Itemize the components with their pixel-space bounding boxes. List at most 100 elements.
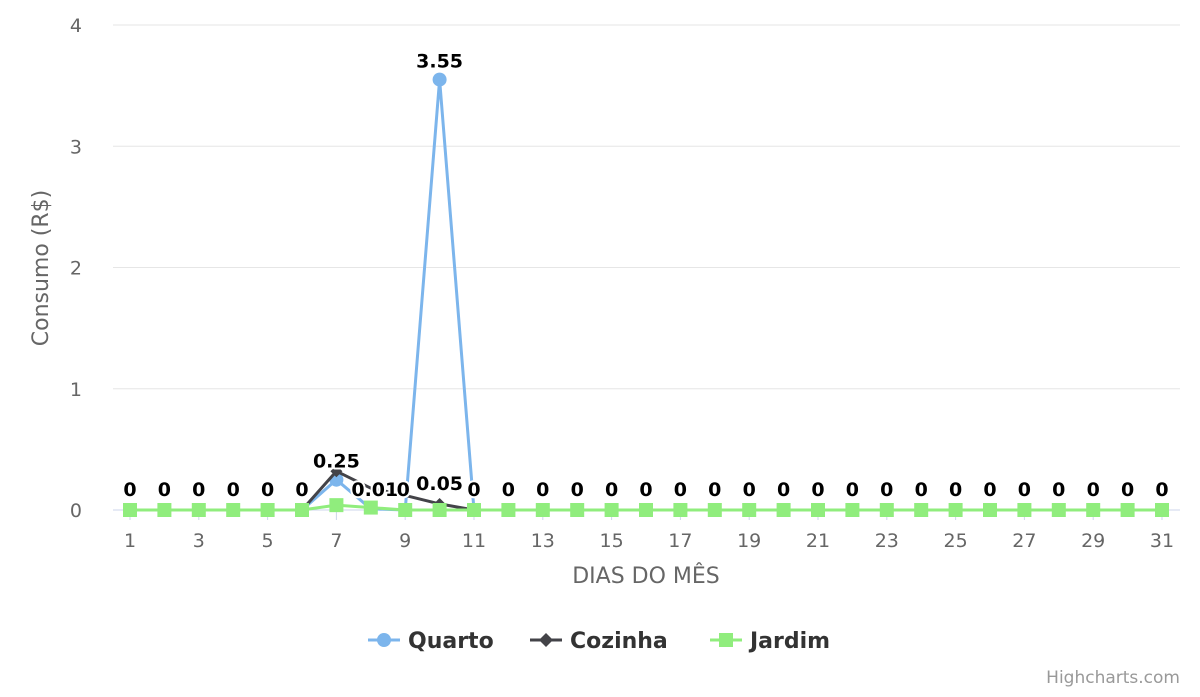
point-jardim [191, 503, 206, 517]
data-label: 0 [605, 479, 618, 501]
data-label: 0 [227, 479, 240, 501]
legend-item-cozinha[interactable]: Cozinha [530, 629, 668, 654]
series-layer [123, 72, 1169, 517]
data-label: 0 [1155, 479, 1168, 501]
x-tick-label: 29 [1081, 530, 1105, 552]
x-tick-label: 23 [875, 530, 899, 552]
data-label: 0 [261, 479, 274, 501]
data-label: 0 [743, 479, 756, 501]
point-jardim [398, 503, 413, 517]
credits-link[interactable]: Highcharts.com [1046, 668, 1180, 688]
legend-label: Jardim [748, 629, 830, 654]
point-jardim [1051, 503, 1066, 517]
y-tick-label: 0 [70, 500, 82, 522]
point-jardim [707, 503, 722, 517]
point-jardim [742, 503, 757, 517]
x-tick-label: 27 [1012, 530, 1036, 552]
y-axis-title: Consumo (R$) [29, 190, 54, 347]
point-jardim [329, 498, 344, 513]
point-jardim [604, 503, 619, 517]
point-jardim [1086, 503, 1101, 517]
data-label: 0 [880, 479, 893, 501]
legend-label: Cozinha [570, 629, 668, 654]
point-jardim [295, 503, 309, 517]
x-tick-label: 7 [330, 530, 342, 552]
point-jardim [501, 503, 516, 517]
point-jardim [673, 503, 688, 517]
x-tick-label: 13 [531, 530, 555, 552]
point-jardim [879, 503, 894, 517]
data-label: 0 [777, 479, 790, 501]
x-tick-label: 21 [806, 530, 830, 552]
point-jardim [570, 503, 585, 517]
legend-label: Quarto [408, 629, 494, 654]
point-jardim [1155, 503, 1169, 517]
data-label: 3.55 [416, 51, 463, 73]
point-jardim [948, 503, 963, 517]
grid-lines [113, 24, 1180, 390]
data-label: 0 [502, 479, 515, 501]
x-tick-label: 31 [1150, 530, 1174, 552]
data-label: 0.05 [416, 473, 463, 495]
data-label: 0 [192, 479, 205, 501]
data-label: 0 [1052, 479, 1065, 501]
data-label: 0 [1087, 479, 1100, 501]
point-jardim [226, 503, 241, 517]
point-jardim [535, 503, 550, 517]
legend: Quarto Cozinha Jardim [368, 629, 830, 654]
data-label: 0 [708, 479, 721, 501]
data-label: 0 [397, 479, 410, 501]
data-label: 0 [467, 479, 480, 501]
data-label: 0 [949, 479, 962, 501]
point-jardim [776, 503, 791, 517]
data-label: 0 [158, 479, 171, 501]
legend-marker-icon [377, 633, 391, 647]
data-label: 0 [811, 479, 824, 501]
data-label: 0 [846, 479, 859, 501]
data-label: 0 [915, 479, 928, 501]
point-jardim [432, 503, 447, 517]
data-label: 0 [123, 479, 136, 501]
x-tick-label: 9 [399, 530, 411, 552]
point-jardim [1120, 503, 1135, 517]
data-label: 0 [295, 479, 308, 501]
y-tick-label: 2 [70, 258, 82, 280]
legend-marker-icon [539, 633, 553, 647]
data-label: 0.01 [351, 479, 398, 501]
point-jardim [983, 503, 997, 517]
point-jardim [811, 503, 825, 517]
series-line-quarto [128, 78, 1164, 512]
data-label: 0.25 [313, 451, 360, 473]
data-label: 0 [571, 479, 584, 501]
point-jardim [363, 500, 378, 515]
point-jardim [639, 503, 653, 517]
data-label: 0 [639, 479, 652, 501]
legend-marker-icon [719, 633, 733, 647]
point-jardim [123, 503, 137, 517]
x-tick-label: 15 [600, 530, 624, 552]
x-tick-label: 19 [737, 530, 761, 552]
point-jardim [467, 503, 481, 517]
point-jardim [1017, 503, 1032, 517]
point-jardim [260, 503, 275, 517]
point-cozinha [330, 465, 343, 478]
y-tick-label: 3 [70, 136, 82, 158]
legend-item-quarto[interactable]: Quarto [368, 629, 494, 654]
data-label: 0 [1018, 479, 1031, 501]
x-tick-label: 1 [124, 530, 136, 552]
legend-item-jardim[interactable]: Jardim [710, 629, 830, 654]
x-tick-label: 11 [462, 530, 486, 552]
data-label: 0 [983, 479, 996, 501]
x-axis-title: DIAS DO MÊS [572, 563, 720, 589]
x-tick-label: 5 [262, 530, 274, 552]
point-jardim [157, 503, 172, 517]
y-tick-label: 4 [70, 15, 82, 37]
data-label: 0 [1121, 479, 1134, 501]
x-tick-label: 3 [193, 530, 205, 552]
data-label: 0 [674, 479, 687, 501]
point-jardim [914, 503, 929, 517]
